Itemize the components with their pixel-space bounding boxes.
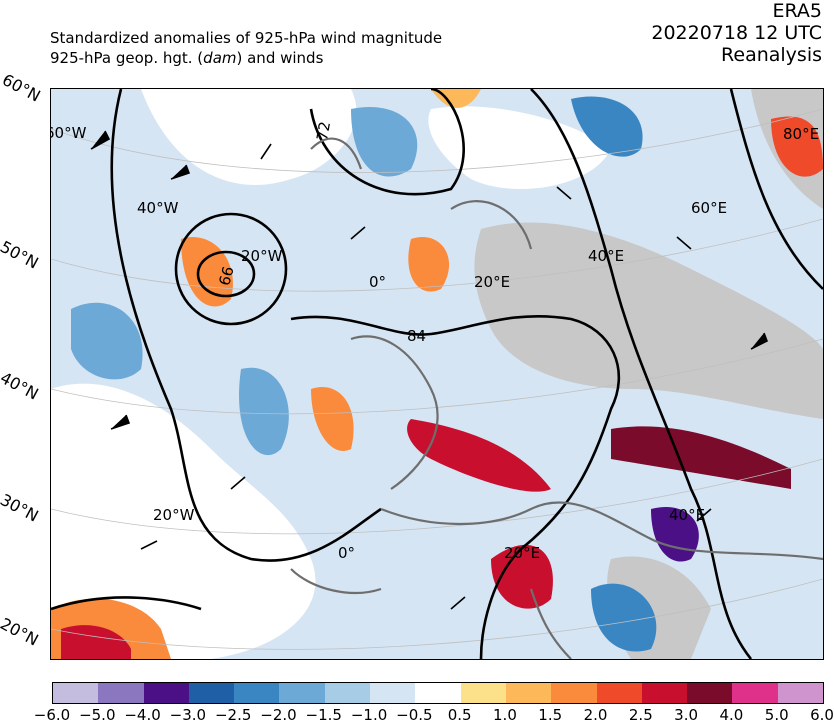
lon-label-20w: 20°W bbox=[241, 247, 283, 265]
chart-title: Standardized anomalies of 925-hPa wind m… bbox=[50, 28, 442, 68]
map-panel: 60°W 40°W 20°W 0° 20°E 40°E 60°E 80°E 20… bbox=[50, 88, 824, 660]
negative-anomaly bbox=[651, 507, 699, 562]
positive-anomaly bbox=[181, 237, 233, 307]
lat-label-60n: 60°N bbox=[0, 70, 44, 106]
negative-anomaly bbox=[591, 583, 657, 652]
colorbar-segment bbox=[234, 683, 280, 703]
lat-label-20n: 20°N bbox=[0, 614, 42, 650]
source-label: ERA5 bbox=[772, 0, 822, 22]
map-canvas bbox=[51, 89, 823, 659]
colorbar-tick-label: −2.5 bbox=[214, 706, 252, 724]
contour-label-84: 84 bbox=[407, 327, 427, 345]
graticule bbox=[51, 108, 823, 650]
negative-anomaly bbox=[351, 107, 418, 177]
colorbar-segment bbox=[732, 683, 778, 703]
neutral-area bbox=[51, 383, 316, 659]
lon-label-40e-south: 40°E bbox=[669, 506, 706, 524]
lat-label-50n: 50°N bbox=[0, 237, 42, 273]
colorbar-tick-label: −0.5 bbox=[396, 706, 433, 724]
lat-label-40n: 40°N bbox=[0, 368, 42, 404]
colorbar-tick-label: −3.0 bbox=[169, 706, 207, 724]
colorbar-tick-label: 4.0 bbox=[719, 706, 744, 724]
datetime-label: 20220718 12 UTC bbox=[651, 22, 822, 44]
colorbar-tick-label: −5.0 bbox=[79, 706, 116, 724]
lon-label-80e: 80°E bbox=[783, 125, 820, 143]
colorbar-tick-label: 0.5 bbox=[447, 706, 472, 724]
colorbar-segment bbox=[687, 683, 733, 703]
colorbar-segment bbox=[460, 683, 506, 703]
colorbar-tick-label: 6.0 bbox=[810, 706, 834, 724]
colorbar bbox=[52, 682, 824, 704]
colorbar-tick-label: 5.0 bbox=[764, 706, 789, 724]
positive-anomaly bbox=[407, 419, 551, 492]
colorbar-segment bbox=[641, 683, 688, 703]
positive-anomaly bbox=[61, 625, 131, 659]
colorbar-segment bbox=[551, 683, 597, 703]
colorbar-segment bbox=[324, 683, 371, 703]
positive-anomaly bbox=[408, 237, 450, 292]
wind-barbs bbox=[90, 130, 769, 610]
lon-label-60w: 60°W bbox=[51, 124, 87, 142]
lat-label-30n: 30°N bbox=[0, 490, 42, 526]
contour-label-72: 72 bbox=[313, 120, 335, 142]
colorbar-segment bbox=[279, 683, 325, 703]
colorbar-segment bbox=[777, 683, 824, 703]
neutral-area bbox=[141, 89, 357, 185]
colorbar-ticks: −6.0 −5.0 −4.0 −3.0 −2.5 −2.0 −1.5 −1.0 −0.5 0.5 1… bbox=[0, 706, 834, 726]
positive-anomaly bbox=[311, 387, 354, 451]
colorbar-tick-label: 2.5 bbox=[628, 706, 653, 724]
colorbar-tick-label: 1.0 bbox=[493, 706, 517, 724]
dataset-label: Reanalysis bbox=[721, 44, 822, 66]
colorbar-segment bbox=[188, 683, 235, 703]
run-info: ERA5 20220718 12 UTC Reanalysis bbox=[651, 0, 822, 66]
positive-anomaly bbox=[611, 426, 791, 489]
lon-label-60e: 60°E bbox=[691, 199, 728, 217]
lon-label-0-south: 0° bbox=[338, 544, 356, 562]
lon-label-20e-south: 20°E bbox=[504, 544, 541, 562]
negative-anomaly bbox=[239, 367, 289, 456]
colorbar-tick-label: −6.0 bbox=[33, 706, 71, 724]
lon-label-0: 0° bbox=[369, 273, 387, 291]
positive-anomaly bbox=[771, 116, 823, 177]
lon-label-20w-south: 20°W bbox=[153, 506, 195, 524]
colorbar-segment bbox=[370, 683, 416, 703]
colorbar-segment bbox=[143, 683, 189, 703]
negative-anomaly bbox=[71, 302, 143, 380]
colorbar-tick-label: −1.0 bbox=[350, 706, 388, 724]
colorbar-segment bbox=[53, 683, 99, 703]
positive-anomaly bbox=[491, 544, 553, 609]
colorbar-segment bbox=[98, 683, 144, 703]
colorbar-tick-label: −4.0 bbox=[124, 706, 161, 724]
geopotential-contours bbox=[51, 89, 823, 659]
negative-anomaly bbox=[571, 96, 643, 157]
lon-label-40w: 40°W bbox=[137, 199, 179, 217]
coastlines bbox=[290, 137, 823, 659]
colorbar-tick-label: −2.0 bbox=[260, 706, 297, 724]
colorbar-tick-label: −1.5 bbox=[305, 706, 342, 724]
colorbar-segment bbox=[415, 683, 461, 703]
title-line-1: Standardized anomalies of 925-hPa wind m… bbox=[50, 29, 443, 47]
colorbar-tick-label: 2.0 bbox=[583, 706, 608, 724]
colorbar-segment bbox=[596, 683, 642, 703]
colorbar-segment bbox=[505, 683, 552, 703]
title-line-2: 925-hPa geop. hgt. (dam) and winds bbox=[50, 49, 324, 67]
lon-label-40e: 40°E bbox=[588, 247, 625, 265]
colorbar-tick-label: 3.0 bbox=[674, 706, 699, 724]
colorbar-tick-label: 1.5 bbox=[538, 706, 563, 724]
terrain-mask bbox=[474, 222, 823, 419]
lon-label-20e: 20°E bbox=[474, 273, 511, 291]
